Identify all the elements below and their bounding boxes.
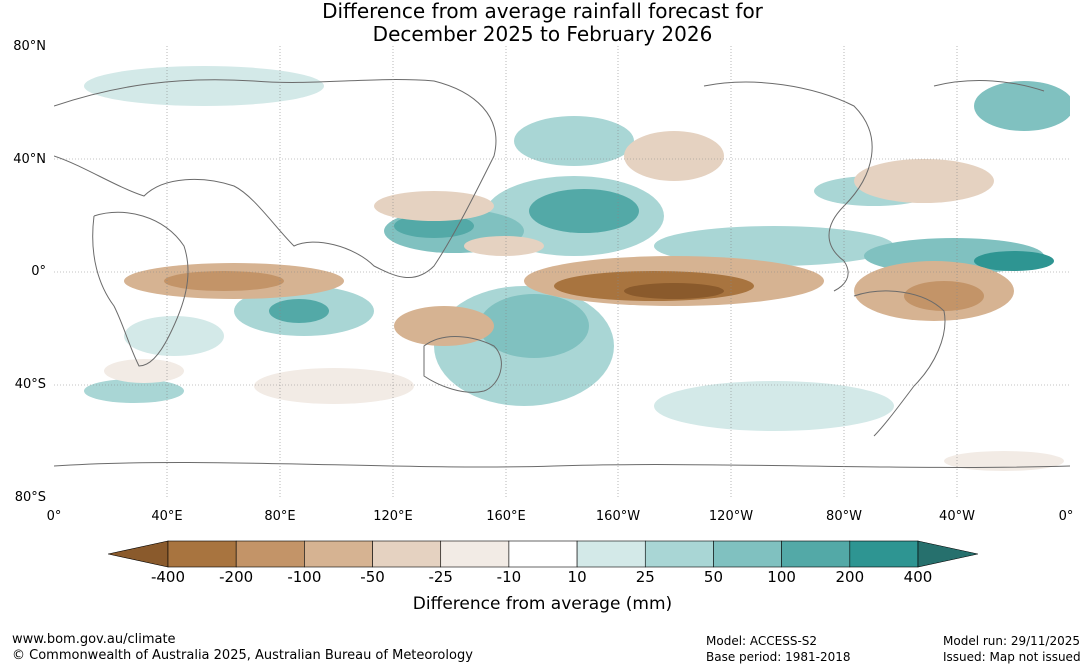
- colorbar-svg: [107, 540, 979, 568]
- title-line-2: December 2025 to February 2026: [372, 22, 713, 46]
- footer-copyright: © Commonwealth of Australia 2025, Austra…: [12, 648, 473, 663]
- colorbar-tick-label: 400: [903, 568, 933, 586]
- colorbar-tick-label: 50: [703, 568, 723, 586]
- colorbar-swatch: [849, 540, 919, 568]
- colorbar-swatch: [304, 540, 373, 568]
- rainfall-anomaly-map: [54, 46, 1070, 498]
- colorbar-tick-label: -100: [287, 568, 322, 586]
- colorbar-swatch: [644, 540, 714, 568]
- colorbar-swatch: [713, 540, 782, 568]
- gridlines: [54, 46, 1070, 498]
- lat-label-0: 0°: [31, 264, 46, 279]
- colorbar-tick-label: 25: [635, 568, 655, 586]
- lon-label-0-right: 0°: [1058, 509, 1074, 524]
- colorbar-swatch: [167, 540, 237, 568]
- lat-label-40n: 40°N: [13, 152, 46, 167]
- colorbar: [107, 540, 979, 568]
- colorbar-swatch: [576, 540, 646, 568]
- colorbar-tick-label: -400: [150, 568, 186, 586]
- lon-label-80e: 80°E: [264, 509, 296, 524]
- colorbar-tick-label: -25: [428, 568, 453, 586]
- footer-url: www.bom.gov.au/climate: [12, 632, 176, 647]
- colorbar-extend-high: [917, 540, 979, 568]
- map-title: Difference from average rainfall forecas…: [0, 0, 1085, 46]
- colorbar-swatch: [781, 540, 851, 568]
- colorbar-title: Difference from average (mm): [412, 594, 673, 614]
- colorbar-tick-label: -10: [496, 568, 522, 586]
- title-line-1: Difference from average rainfall forecas…: [322, 0, 763, 23]
- colorbar-tick-label: -200: [219, 568, 254, 586]
- colorbar-swatch: [440, 540, 510, 568]
- colorbar-extend-low: [107, 540, 169, 568]
- footer-model-run: Model run: 29/11/2025: [943, 634, 1081, 648]
- lon-label-160e: 160°E: [486, 509, 526, 524]
- map-svg: [54, 46, 1070, 498]
- colorbar-swatch: [235, 540, 305, 568]
- footer-base-period: Base period: 1981-2018: [706, 650, 851, 664]
- colorbar-swatch: [372, 540, 442, 568]
- lon-label-80w: 80°W: [826, 509, 862, 524]
- lat-label-80n: 80°N: [13, 39, 46, 54]
- lat-label-80s: 80°S: [14, 490, 46, 505]
- lon-label-40e: 40°E: [151, 509, 183, 524]
- colorbar-tick-label: -50: [360, 568, 385, 586]
- lon-label-0-left: 0°: [46, 509, 62, 524]
- lon-label-40w: 40°W: [939, 509, 975, 524]
- colorbar-tick-label: 10: [567, 568, 587, 586]
- colorbar-tick-label: 200: [835, 568, 865, 586]
- lon-label-120e: 120°E: [373, 509, 413, 524]
- colorbar-swatch: [508, 540, 578, 568]
- lon-label-120w: 120°W: [708, 509, 754, 524]
- lat-label-40s: 40°S: [14, 377, 46, 392]
- colorbar-tick-label: 100: [767, 568, 796, 586]
- footer-issued: Issued: Map not issued: [943, 650, 1081, 664]
- lon-label-160w: 160°W: [595, 509, 641, 524]
- footer-model: Model: ACCESS-S2: [706, 634, 818, 648]
